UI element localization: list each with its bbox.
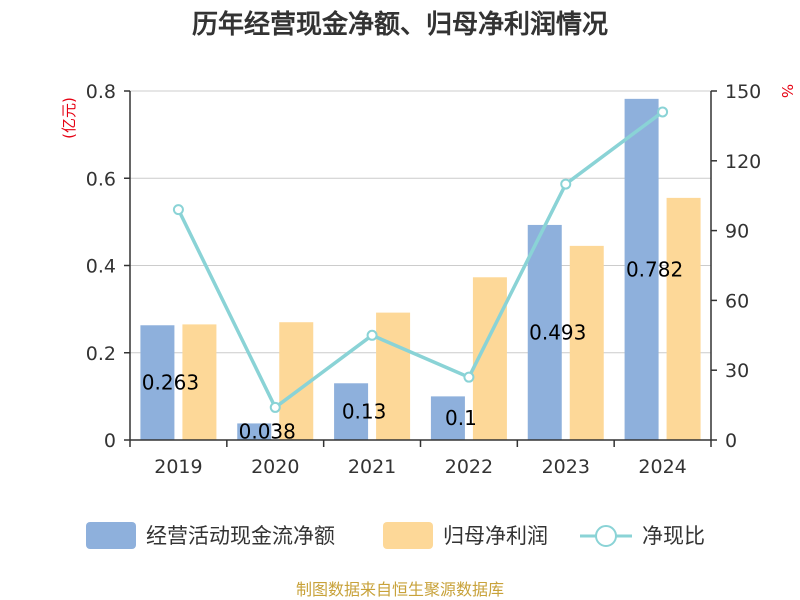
legend-swatch-cash-flow <box>86 522 136 549</box>
legend-marker-ratio <box>595 525 617 547</box>
y-right-tick-label: 0 <box>725 430 737 452</box>
legend-label-net-profit: 归母净利润 <box>443 524 548 548</box>
bar-cash-flow <box>334 383 369 440</box>
x-tick-label: 2020 <box>251 456 299 478</box>
x-tick-label: 2023 <box>542 456 590 478</box>
chart-title: 历年经营现金净额、归母净利润情况 <box>192 9 608 40</box>
source-note: 制图数据来自恒生聚源数据库 <box>296 580 504 599</box>
y-right-tick-label: 30 <box>725 360 749 382</box>
ratio-point <box>560 178 572 190</box>
ratio-line <box>176 110 664 411</box>
bar-value-label: 0.782 <box>626 257 683 281</box>
y-left-tick-label: 0.6 <box>86 168 116 190</box>
ratio-point <box>366 329 378 341</box>
bar-net-profit <box>376 312 411 440</box>
bar-cash-flow <box>624 98 659 440</box>
x-tick-label: 2019 <box>154 456 202 478</box>
bar-cash-flow <box>527 224 562 440</box>
y-right-tick-label: 60 <box>725 290 749 312</box>
bar-net-profit <box>569 245 604 440</box>
legend: 经营活动现金流净额 归母净利润 净现比 <box>86 522 705 549</box>
legend-item-ratio[interactable]: 净现比 <box>580 524 705 548</box>
ratio-point <box>657 106 669 118</box>
ratio-point <box>172 204 184 216</box>
bar-value-label: 0.493 <box>529 320 586 344</box>
x-tick-label: 2024 <box>638 456 686 478</box>
bars <box>140 98 701 440</box>
axes: 0 0.2 0.4 0.6 0.8 0 30 60 90 120 150 2019 2020 2021 20… <box>86 81 761 478</box>
bar-cash-flow <box>237 423 272 440</box>
y-right-tick-label: 150 <box>725 81 761 103</box>
y-left-tick-label: 0.8 <box>86 81 116 103</box>
ratio-point <box>269 401 281 413</box>
legend-label-cash-flow: 经营活动现金流净额 <box>146 524 335 548</box>
bar-value-label: 0.263 <box>142 371 199 395</box>
bar-value-label: 0.1 <box>445 406 477 430</box>
bar-net-profit <box>182 324 217 440</box>
legend-item-net-profit[interactable]: 归母净利润 <box>383 522 548 549</box>
line-series <box>172 106 669 413</box>
ratio-point <box>463 371 475 383</box>
bar-value-label: 0.13 <box>342 400 387 424</box>
bar-cash-flow <box>140 325 175 440</box>
legend-label-ratio: 净现比 <box>642 524 705 548</box>
x-tick-label: 2022 <box>445 456 493 478</box>
legend-item-cash-flow[interactable]: 经营活动现金流净额 <box>86 522 335 549</box>
y-left-tick-label: 0 <box>104 430 116 452</box>
y-left-tick-label: 0.2 <box>86 343 116 365</box>
x-tick-label: 2021 <box>348 456 396 478</box>
legend-swatch-net-profit <box>383 522 433 549</box>
bar-net-profit <box>279 322 314 440</box>
y-right-tick-label: 90 <box>725 221 749 243</box>
bar-cash-flow <box>430 396 465 440</box>
y-right-tick-label: 120 <box>725 151 761 173</box>
bar-net-profit <box>666 197 701 440</box>
y-left-tick-label: 0.4 <box>86 256 116 278</box>
grid <box>130 90 711 354</box>
y-right-unit: % <box>778 84 796 98</box>
y-left-unit: (亿元) <box>60 97 78 139</box>
